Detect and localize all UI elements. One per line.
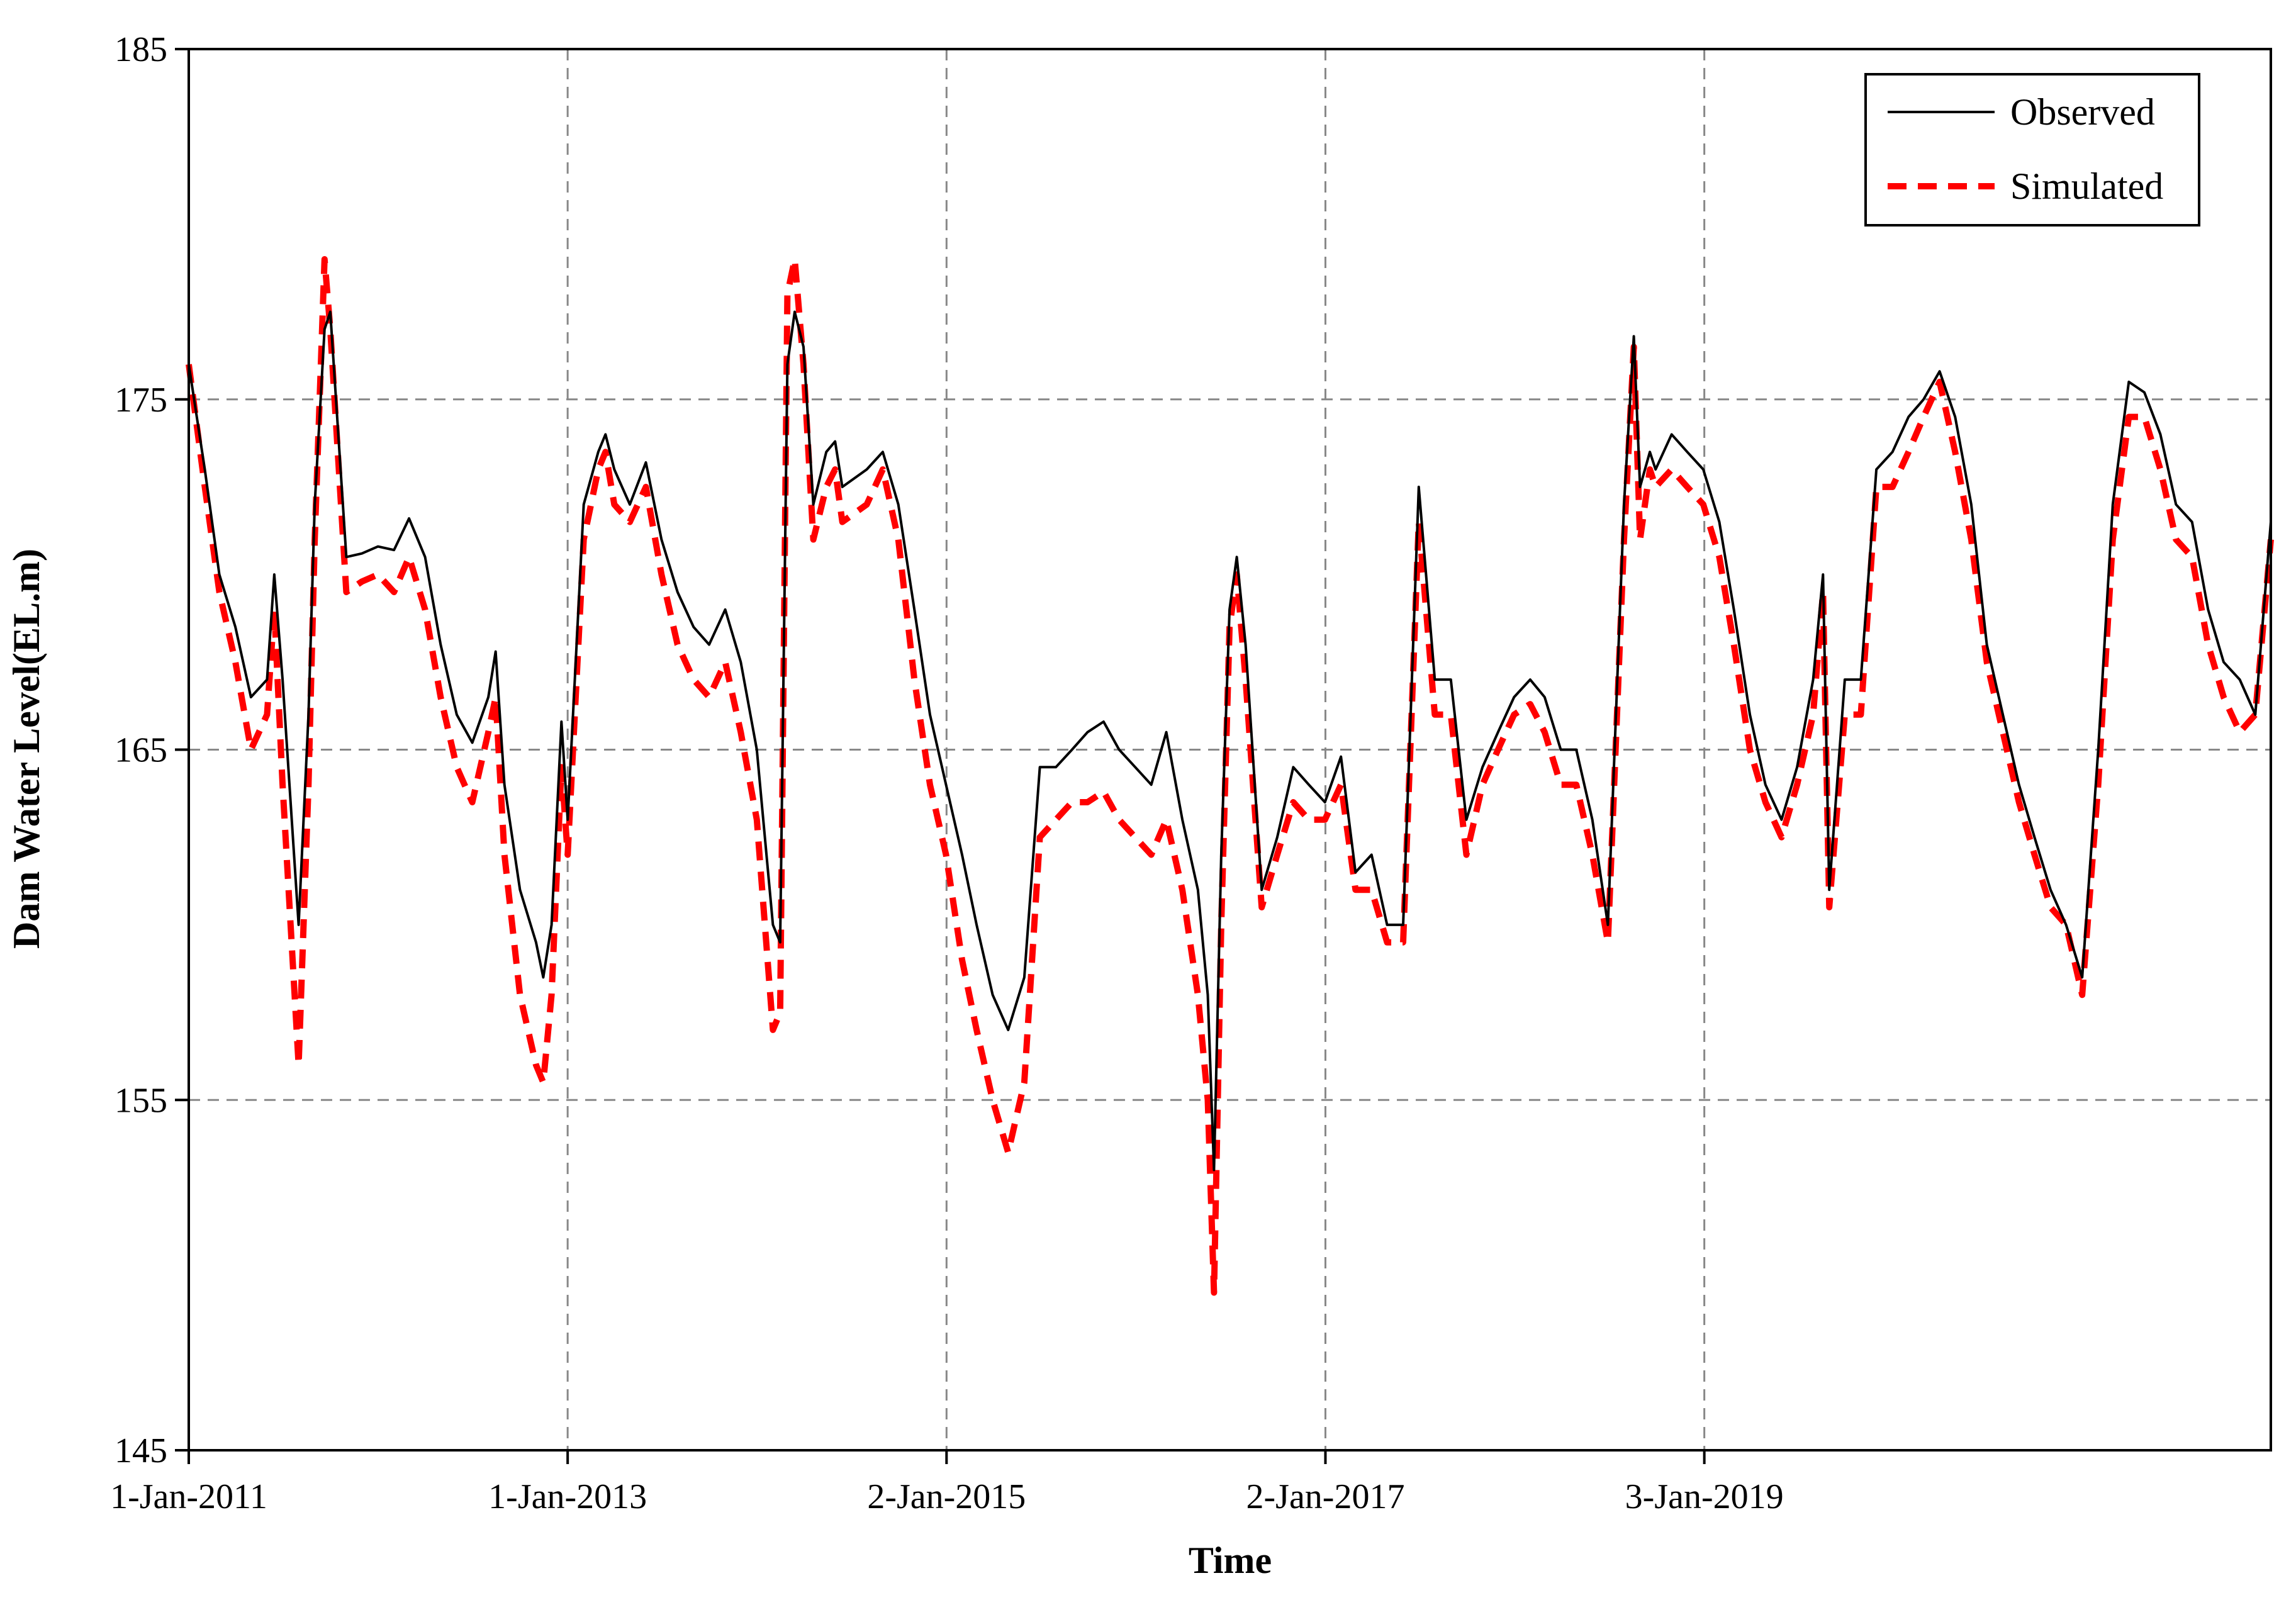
y-tick-label: 155	[115, 1081, 167, 1120]
series-observed-line	[188, 310, 2272, 1172]
y-axis-ticks: 145 155 165 175 185	[115, 30, 189, 1470]
y-tick-label: 145	[115, 1431, 167, 1470]
x-tick-label: 2-Jan-2015	[867, 1477, 1026, 1516]
x-tick-label: 1-Jan-2011	[110, 1477, 267, 1516]
x-tick-label: 2-Jan-2017	[1246, 1477, 1405, 1516]
legend-observed-label: Observed	[2010, 91, 2155, 133]
y-tick-label: 185	[115, 30, 167, 69]
y-tick-label: 175	[115, 381, 167, 420]
x-axis-ticks: 1-Jan-2011 1-Jan-2013 2-Jan-2015 2-Jan-2017…	[110, 1450, 1784, 1516]
y-tick-label: 165	[115, 731, 167, 770]
x-tick-label: 3-Jan-2019	[1625, 1477, 1784, 1516]
legend-simulated-label: Simulated	[2010, 165, 2163, 207]
series-layer	[186, 256, 2274, 1296]
x-tick-label: 1-Jan-2013	[488, 1477, 647, 1516]
legend: Observed Simulated	[1864, 73, 2200, 227]
x-axis-title: Time	[1189, 1540, 1272, 1581]
grid-lines	[189, 49, 2271, 1450]
legend-box	[1864, 73, 2200, 227]
y-axis-title: Dam Water Level(EL.m)	[6, 549, 47, 949]
series-simulated-line	[186, 256, 2274, 1296]
